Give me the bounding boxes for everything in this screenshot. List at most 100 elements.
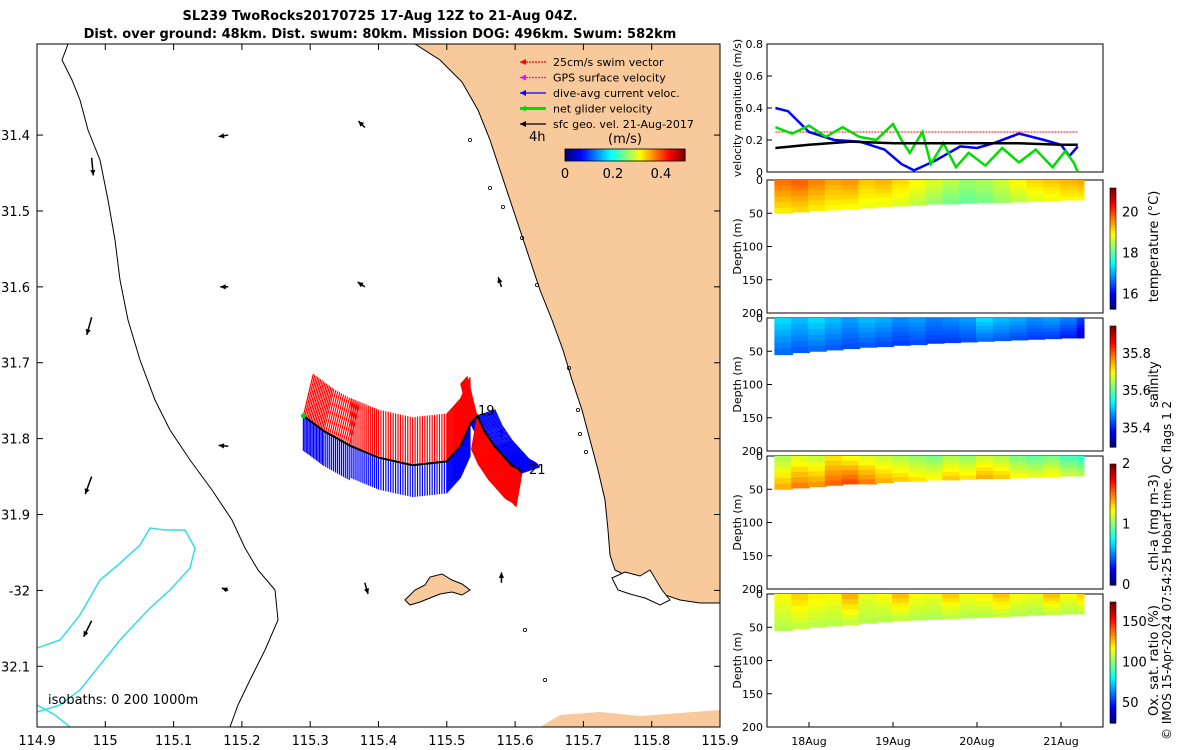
map-axes: 114.9 115 115.1 115.2 115.3 115.4 115.5 115.6 11… [1,44,739,749]
cell-salinity-4-5 [841,343,861,350]
cell-salinity-1-3 [791,335,810,342]
cell-oxygen-10-1 [942,598,962,603]
cell-oxygen-15-5 [1026,611,1046,616]
cell-chl-a-18-2 [1076,462,1085,467]
cell-chl-a-12-5 [976,474,995,480]
cbar-chl-a-1 [1110,578,1116,583]
cbar-salinity-11 [1110,410,1116,415]
cell-oxygen-15-4 [1026,608,1046,613]
cell-temperature-14-1 [1009,183,1029,188]
cell-salinity-0-3 [774,336,794,343]
cell-oxygen-13-3 [992,605,1012,610]
map-ytick-label-1: 31.5 [1,205,30,220]
cbar-salinity-2 [1110,437,1116,442]
velocity-series-sfc geo [775,140,1078,150]
current-vector-118 [480,415,499,423]
colorbar-swatch-59 [683,149,686,161]
cell-chl-a-18-5 [1076,472,1085,477]
cell-oxygen-14-3 [1009,604,1029,610]
cell-temperature-15-4 [1026,194,1046,199]
cell-temperature-7-0 [892,180,911,185]
colorbar-swatch-8 [581,149,584,161]
ytick-label-chl-a-2: 100 [742,517,763,530]
cell-temperature-13-3 [992,191,1012,196]
cbar-oxygen-36 [1110,611,1116,615]
cbar-oxygen-19 [1110,662,1116,667]
cell-salinity-18-2 [1076,324,1085,329]
ylabel-salinity: Depth (m) [731,356,744,412]
map-xtick-label-5: 115.4 [360,734,397,749]
current-vector-160 [507,454,526,462]
cell-oxygen-11-5 [959,613,978,619]
cell-oxygen-0-1 [774,600,794,607]
swim-vector-9 [315,383,328,426]
current-vector-127 [484,425,504,433]
cell-salinity-16-1 [1043,321,1062,326]
colorbar-swatch-50 [665,149,668,161]
cell-temperature-8-3 [908,192,928,198]
cbar-chl-a-30 [1110,491,1116,495]
cell-chl-a-5-5 [858,479,878,485]
swim-vector-132 [482,437,490,472]
cell-temperature-13-2 [992,187,1012,192]
current-vector-132 [488,430,507,439]
current-vector-167 [511,458,530,466]
cell-temperature-7-5 [892,201,911,207]
cell-oxygen-14-1 [1009,597,1029,602]
cbar-chl-a-15 [1110,536,1116,541]
cell-salinity-0-5 [774,348,794,356]
ytick-label-salinity-1: 50 [749,345,763,358]
colorbar-swatch-26 [617,149,620,161]
colorbar-title: (m/s) [608,132,642,147]
cell-salinity-17-0 [1060,318,1079,322]
cell-chl-a-12-4 [976,471,995,476]
swim-vector-106 [464,378,476,420]
cell-temperature-11-0 [959,180,978,185]
cell-temperature-10-1 [942,183,962,189]
cell-salinity-1-4 [791,341,810,348]
islet-10 [543,678,548,683]
colorbar-tick-0: 0 [561,167,569,182]
colorbar-swatch-19 [603,149,606,161]
cell-oxygen-4-1 [841,599,861,605]
cell-oxygen-5-2 [858,603,878,610]
swim-vector-19 [333,394,345,437]
islet-4 [535,282,540,287]
colorbar-swatch-44 [653,149,656,161]
cell-salinity-8-4 [908,335,928,341]
map-colorbar: (m/s) 0 0.2 0.4 [561,132,686,182]
cbar-chl-a-38 [1110,467,1116,471]
cell-temperature-12-0 [976,180,995,185]
map-ytick-label-7: 32.1 [1,660,30,675]
cell-chl-a-1-2 [791,466,810,473]
swim-vector-149 [494,453,502,488]
cbar-oxygen-21 [1110,656,1116,661]
current-vector-142 [495,441,515,449]
island-rottnest [404,573,471,606]
cell-salinity-10-4 [942,334,962,340]
cell-oxygen-13-0 [992,594,1012,599]
cell-salinity-15-4 [1026,332,1046,337]
cell-oxygen-5-3 [858,608,878,615]
colorbar-swatch-2 [569,149,572,161]
cell-oxygen-1-3 [791,611,810,618]
cell-temperature-3-3 [824,194,844,201]
cell-oxygen-10-4 [942,610,962,616]
cell-temperature-11-3 [959,191,978,197]
swim-vector-112 [470,415,479,450]
swim-vector-5 [310,379,322,422]
cell-salinity-13-1 [992,321,1012,327]
swim-vector-128 [479,433,487,468]
cbar-salinity-9 [1110,416,1116,421]
cell-salinity-3-0 [824,318,844,324]
ytick-label-oxygen-2: 100 [742,655,763,668]
swim-vector-102 [462,381,474,422]
cbar-oxygen-31 [1110,626,1116,630]
cell-oxygen-14-2 [1009,601,1029,606]
cell-chl-a-5-0 [858,456,878,462]
swim-vector-0 [302,373,314,416]
cell-temperature-14-4 [1009,194,1029,199]
cell-temperature-5-0 [858,180,878,186]
legend-arrowhead-2 [520,90,526,96]
